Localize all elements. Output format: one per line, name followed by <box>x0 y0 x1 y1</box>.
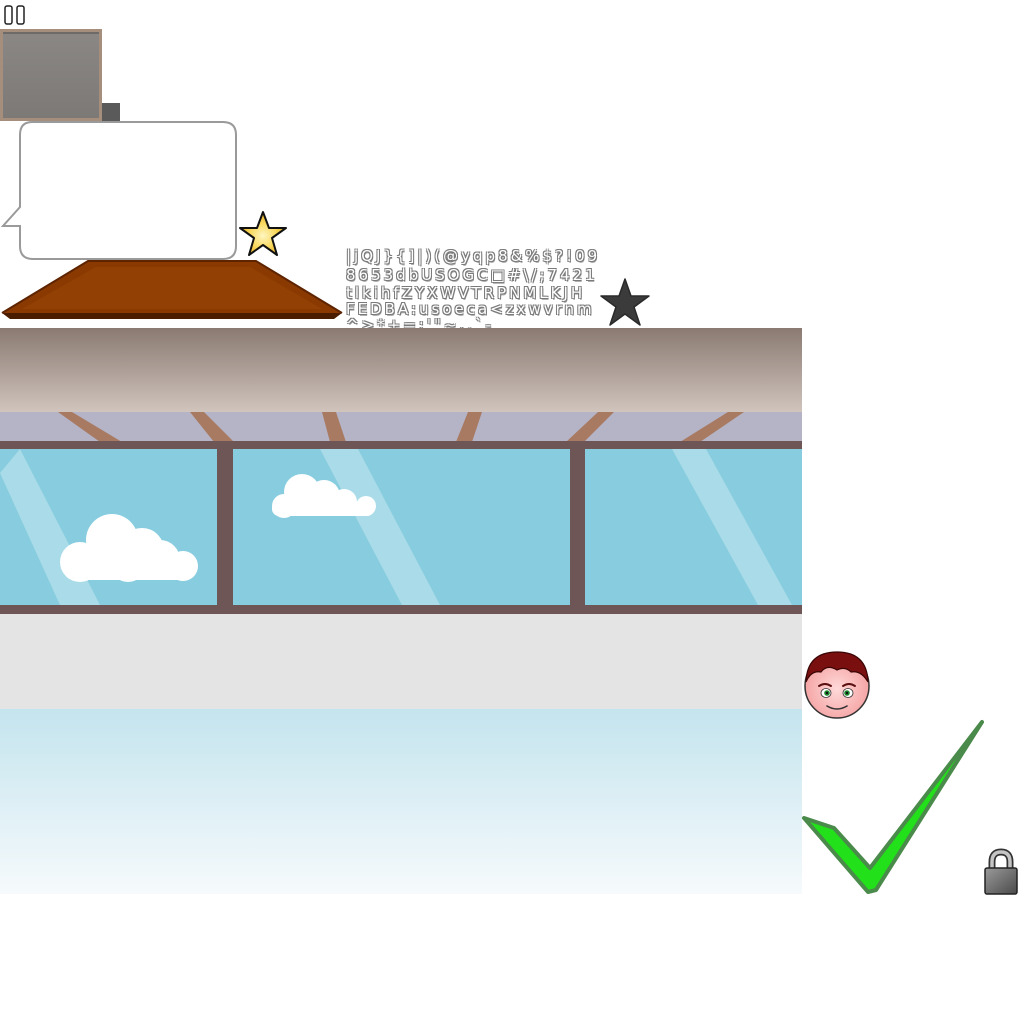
speech-bubble <box>0 121 237 260</box>
font-atlas-row: FEDBA:usoeca<zxwvrnm <box>346 300 595 318</box>
stone-tile-nub <box>102 103 120 121</box>
font-atlas-row: |jQJ}{]|)(@yqp8&%$?!09 <box>346 248 598 265</box>
stone-tile <box>0 29 102 121</box>
pause-icon[interactable] <box>4 4 26 26</box>
check-mark-icon <box>802 720 984 894</box>
cloud <box>60 514 198 582</box>
font-atlas: |jQJ}{]|)(@yqp8&%$?!09 8653dbUSOGC□#\/;7… <box>346 248 598 328</box>
cloud <box>272 474 376 518</box>
character-face <box>804 651 870 719</box>
font-atlas-row: 8653dbUSOGC□#\/;7421 <box>346 266 598 284</box>
lock-icon <box>984 848 1018 895</box>
font-atlas-row: ^>*+=:'"~.,`- <box>346 316 494 329</box>
wooden-platform <box>1 260 343 319</box>
font-atlas-row: tlkihfZYXWVTRPNMLKJH <box>346 284 586 302</box>
room-scene-background <box>0 328 802 894</box>
dark-star-icon <box>600 278 650 326</box>
gold-star-icon <box>239 211 287 256</box>
